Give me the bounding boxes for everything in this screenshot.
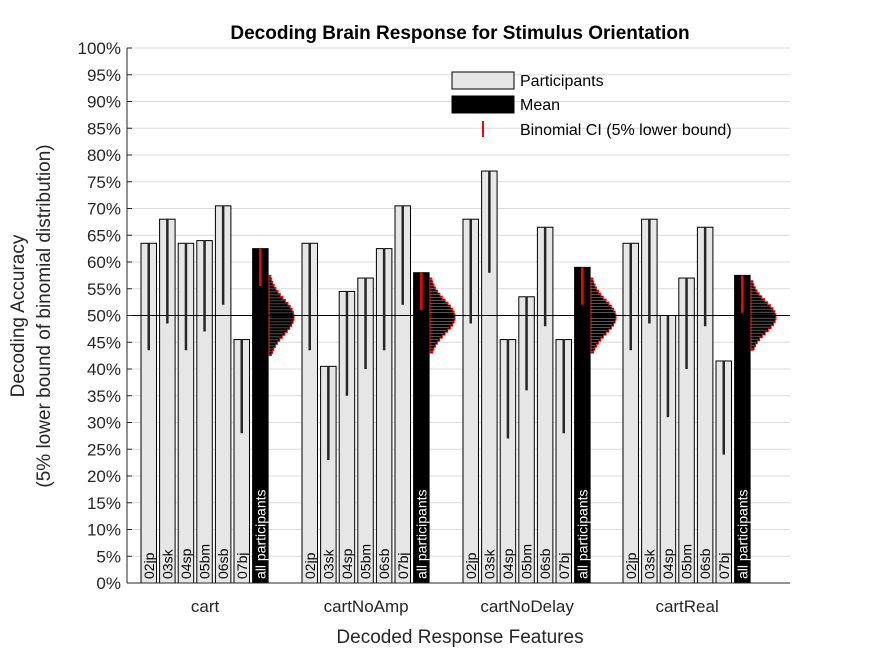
y-axis-label: Decoding Accuracy <box>8 234 29 397</box>
participant-label: 02jp <box>463 552 479 579</box>
y-tick-label: 0% <box>96 574 121 593</box>
participant-label: 04sp <box>339 548 355 579</box>
y-tick-label: 40% <box>87 360 121 379</box>
x-category-label: cart <box>191 597 220 616</box>
y-tick-label: 100% <box>78 39 121 58</box>
participant-label: 02jp <box>141 552 157 579</box>
participant-label: 05bm <box>679 544 695 579</box>
x-category-label: cartReal <box>655 597 718 616</box>
mean-label: all participants <box>734 490 750 580</box>
y-tick-label: 50% <box>87 307 121 326</box>
participant-label: 06sb <box>215 548 231 579</box>
participant-label: 04sp <box>500 548 516 579</box>
y-tick-label: 80% <box>87 146 121 165</box>
participant-label: 03sk <box>481 548 497 579</box>
bar-labels: 02jp 03sk 04sp 05bm 06sb 07bj all participants… <box>141 490 751 580</box>
y-tick-label: 45% <box>87 333 121 352</box>
x-category-label: cartNoDelay <box>480 597 574 616</box>
participant-label: 05bm <box>358 544 374 579</box>
participant-label: 05bm <box>519 544 535 579</box>
x-category-label: cartNoAmp <box>324 597 409 616</box>
y-tick-label: 20% <box>87 467 121 486</box>
y-tick-label: 5% <box>96 547 121 566</box>
legend-swatch-participants <box>451 71 515 90</box>
mean-label: all participants <box>574 490 590 580</box>
participant-label: 07bj <box>234 553 250 579</box>
participant-label: 06sb <box>376 548 392 579</box>
chart-title: Decoding Brain Response for Stimulus Ori… <box>230 23 689 44</box>
participant-label: 04sp <box>660 548 676 579</box>
bars <box>140 170 777 584</box>
mean-label: all participants <box>252 490 268 580</box>
x-axis-label: Decoded Response Features <box>336 627 583 648</box>
y-tick-label: 65% <box>87 226 121 245</box>
y-tick-label: 95% <box>87 66 121 85</box>
y-tick-label: 70% <box>87 200 121 219</box>
y-tick-label: 35% <box>87 387 121 406</box>
participant-label: 05bm <box>197 544 213 579</box>
y-tick-label: 55% <box>87 280 121 299</box>
participant-label: 02jp <box>302 552 318 579</box>
y-tick-label: 15% <box>87 494 121 513</box>
legend-label: Binomial CI (5% lower bound) <box>520 122 732 139</box>
participant-label: 06sb <box>537 548 553 579</box>
participant-label: 03sk <box>641 548 657 579</box>
y-tick-label: 30% <box>87 414 121 433</box>
y-axis-label-secondary: (5% lower bound of binomial distribution… <box>34 144 55 487</box>
participant-label: 07bj <box>556 553 572 579</box>
y-tick-label: 85% <box>87 119 121 138</box>
y-tick-label: 10% <box>87 521 121 540</box>
participant-label: 07bj <box>716 553 732 579</box>
mean-label: all participants <box>413 490 429 580</box>
legend-swatch-mean <box>451 95 515 114</box>
participant-label: 07bj <box>395 553 411 579</box>
y-tick-label: 25% <box>87 440 121 459</box>
participant-label: 02jp <box>623 552 639 579</box>
axes: 0% 5% 10% 15% 20% 25% 30% 35% 40% 45% 50% 55% 60% 65%… <box>78 39 790 616</box>
y-tick-label: 90% <box>87 93 121 112</box>
confidence-intervals <box>147 171 744 460</box>
legend-label: Mean <box>520 97 560 114</box>
participant-label: 03sk <box>320 548 336 579</box>
legend: Participants Mean Binomial CI (5% lower bo… <box>451 71 732 139</box>
y-tick-label: 60% <box>87 253 121 272</box>
participant-label: 03sk <box>159 548 175 579</box>
participant-label: 04sp <box>178 548 194 579</box>
y-tick-label: 75% <box>87 173 121 192</box>
legend-label: Participants <box>520 73 604 90</box>
participant-label: 06sb <box>697 548 713 579</box>
